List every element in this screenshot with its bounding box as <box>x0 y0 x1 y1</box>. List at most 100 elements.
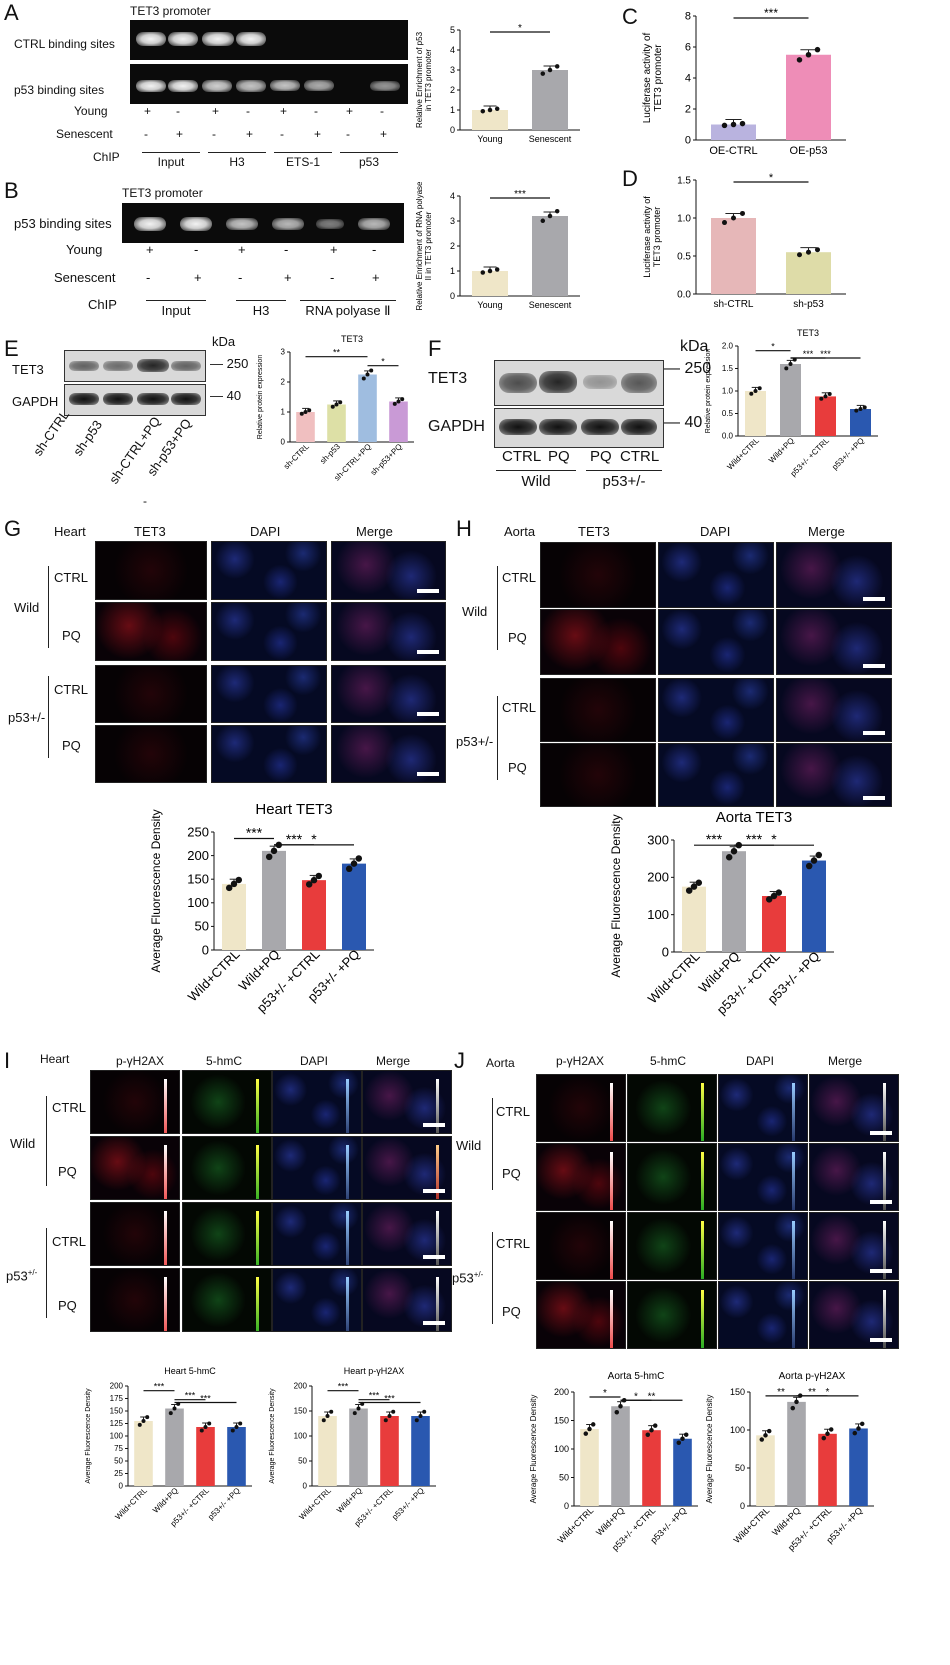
panel-a-chip-label: ChIP <box>93 150 120 164</box>
panel-a-group-p53: p53 <box>340 152 398 169</box>
micrograph <box>718 1143 808 1211</box>
micrograph <box>809 1143 899 1211</box>
micrograph <box>211 541 327 600</box>
chart-j1: Aorta 5-hmC Average Fluorescence Density 0… <box>529 1371 698 1553</box>
significance-label: *** <box>185 1391 196 1401</box>
micrograph <box>658 743 774 807</box>
data-point <box>794 1399 799 1405</box>
data-point <box>365 372 370 377</box>
chart-d: Luciferase activity ofTET3 promoter 0.0 0.… <box>642 172 846 310</box>
x-tick-label: sh-CTRL <box>713 299 753 310</box>
x-tick-label: OE-p53 <box>790 145 828 157</box>
panel-b-signs: + - + - + - - + - + - + <box>146 242 406 285</box>
y-axis-label-line: Average Fluorescence Density <box>150 809 163 972</box>
chart-title: Aorta p-γH2AX <box>779 1371 846 1382</box>
data-point <box>770 892 778 900</box>
x-tick-label: sh-p53 <box>793 299 824 310</box>
data-point <box>823 394 828 399</box>
panel-j-label: J <box>454 1048 465 1073</box>
panel-e-row2: GAPDH <box>12 394 59 409</box>
sign: + <box>346 104 354 118</box>
y-tick-label: 125 <box>110 1419 124 1428</box>
panel-f-group-wild: Wild <box>496 470 576 490</box>
data-point <box>757 386 762 391</box>
x-tick-label: Young <box>477 134 502 144</box>
data-point <box>230 1428 235 1433</box>
micrograph <box>362 1268 452 1332</box>
panel-i-bracket1 <box>46 1096 47 1186</box>
data-point <box>199 1428 204 1433</box>
y-tick-label: 75 <box>114 1444 123 1453</box>
data-point <box>765 896 773 903</box>
data-point <box>827 392 832 397</box>
y-tick-label: 3 <box>281 348 286 357</box>
y-tick-label: 6 <box>685 42 691 54</box>
significance-label: *** <box>706 831 723 847</box>
micrograph <box>272 1202 362 1266</box>
micrograph <box>182 1202 272 1266</box>
panel-i-row-ctrl1: CTRL <box>52 1100 86 1115</box>
bar <box>349 1408 368 1486</box>
data-point <box>805 52 812 58</box>
data-point <box>814 46 821 53</box>
data-point <box>554 64 560 69</box>
data-point <box>740 210 745 216</box>
panel-a-gel-ctrl <box>130 20 408 60</box>
significance-label: ** <box>777 1387 785 1398</box>
bar <box>787 1401 806 1506</box>
data-point <box>645 1432 651 1437</box>
x-tick-label: Wild+PQ <box>335 1486 364 1515</box>
y-tick-label: 150 <box>187 872 209 887</box>
micrograph <box>90 1136 180 1200</box>
y-tick-label: 100 <box>647 907 669 922</box>
p53-sup: +/- <box>27 1268 38 1277</box>
y-tick-label: 0 <box>662 944 669 959</box>
panel-g-row-ctrl2: CTRL <box>54 682 88 697</box>
panel-g-tissue: Heart <box>54 524 86 539</box>
data-point <box>414 1418 419 1423</box>
panel-h-row-pq1: PQ <box>508 630 527 645</box>
data-point <box>790 1405 796 1411</box>
data-point <box>810 857 818 864</box>
x-tick-label: sh-CTRL <box>282 442 311 471</box>
significance-label: *** <box>514 189 526 200</box>
panel-b-group-h3: H3 <box>236 300 286 318</box>
bar <box>780 364 801 436</box>
micrograph <box>540 743 656 807</box>
panel-j-col1: p-γH2AX <box>556 1054 605 1068</box>
y-tick-label: 50 <box>735 1463 745 1473</box>
data-point <box>587 1426 592 1432</box>
significance-label: *** <box>200 1394 211 1404</box>
micrograph <box>331 602 446 661</box>
panel-c-label: C <box>622 4 638 29</box>
bar <box>818 1433 837 1506</box>
bar <box>296 412 315 442</box>
micrograph <box>90 1268 180 1332</box>
y-tick-label: 50 <box>559 1473 569 1483</box>
data-point <box>361 376 366 381</box>
bar <box>786 252 831 294</box>
significance-label: * <box>826 1387 830 1398</box>
panel-a-gel-title: TET3 promoter <box>130 4 211 18</box>
data-point <box>730 847 738 855</box>
data-point <box>819 396 824 401</box>
panel-h-label: H <box>456 516 472 541</box>
micrograph <box>331 665 446 723</box>
micrograph <box>272 1070 362 1134</box>
data-point <box>487 268 493 274</box>
panel-b-gel-title: TET3 promoter <box>122 186 203 200</box>
y-tick-label: 1.5 <box>722 364 734 373</box>
data-point <box>325 1414 330 1418</box>
significance-label: *** <box>803 349 814 359</box>
y-axis-label-line: in TET3 promoter <box>424 49 433 111</box>
data-point <box>338 400 343 405</box>
panel-j-bracket1 <box>492 1098 493 1190</box>
panel-a-senescent-label: Senescent <box>56 127 113 141</box>
sign: + <box>194 270 202 285</box>
data-point <box>739 120 746 127</box>
y-axis-label-line: Average Fluorescence Density <box>85 1388 92 1484</box>
micrograph <box>809 1281 899 1349</box>
panel-f-label: F <box>428 336 442 361</box>
panel-g-row-ctrl1: CTRL <box>54 570 88 585</box>
data-point <box>305 881 313 888</box>
